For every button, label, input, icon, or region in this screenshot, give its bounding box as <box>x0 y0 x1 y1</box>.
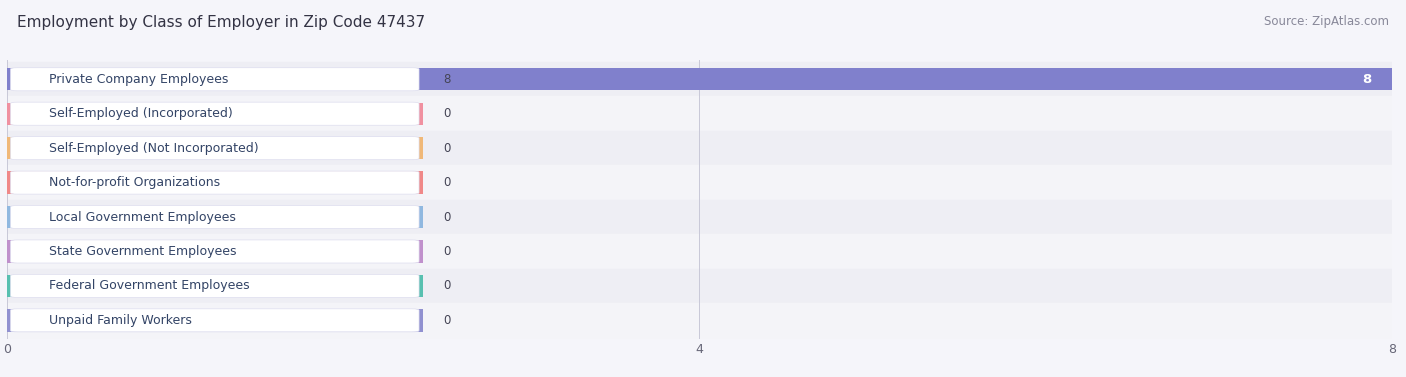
FancyBboxPatch shape <box>10 171 419 194</box>
Text: 0: 0 <box>443 279 451 293</box>
Text: State Government Employees: State Government Employees <box>49 245 236 258</box>
Text: Private Company Employees: Private Company Employees <box>49 73 228 86</box>
Text: 0: 0 <box>443 210 451 224</box>
FancyBboxPatch shape <box>10 136 419 160</box>
Bar <box>7 269 1392 303</box>
Bar <box>7 206 422 228</box>
Text: Self-Employed (Incorporated): Self-Employed (Incorporated) <box>49 107 232 120</box>
FancyBboxPatch shape <box>10 102 419 125</box>
Bar <box>7 240 422 263</box>
FancyBboxPatch shape <box>10 274 419 297</box>
Bar <box>7 97 1392 131</box>
Text: Employment by Class of Employer in Zip Code 47437: Employment by Class of Employer in Zip C… <box>17 15 425 30</box>
Bar <box>7 275 422 297</box>
FancyBboxPatch shape <box>10 68 419 91</box>
Bar <box>7 172 422 194</box>
FancyBboxPatch shape <box>10 309 419 332</box>
Bar <box>7 62 1392 97</box>
Bar <box>7 234 1392 269</box>
Text: 8: 8 <box>1362 73 1371 86</box>
Text: Local Government Employees: Local Government Employees <box>49 210 235 224</box>
Text: Federal Government Employees: Federal Government Employees <box>49 279 249 293</box>
Bar <box>7 172 422 194</box>
Bar <box>7 137 422 159</box>
Text: Not-for-profit Organizations: Not-for-profit Organizations <box>49 176 219 189</box>
Bar <box>7 68 1392 90</box>
Bar <box>7 206 422 228</box>
Text: 0: 0 <box>443 314 451 327</box>
Text: 8: 8 <box>443 73 451 86</box>
Text: Unpaid Family Workers: Unpaid Family Workers <box>49 314 191 327</box>
Text: 0: 0 <box>443 107 451 120</box>
Bar <box>7 103 422 125</box>
Text: 0: 0 <box>443 176 451 189</box>
FancyBboxPatch shape <box>10 205 419 228</box>
Bar <box>7 137 422 159</box>
Text: Source: ZipAtlas.com: Source: ZipAtlas.com <box>1264 15 1389 28</box>
Bar <box>7 309 422 331</box>
Text: 0: 0 <box>443 142 451 155</box>
Bar <box>7 240 422 263</box>
Bar <box>7 200 1392 234</box>
FancyBboxPatch shape <box>10 240 419 263</box>
Bar <box>7 303 1392 337</box>
Bar <box>7 275 422 297</box>
Text: Self-Employed (Not Incorporated): Self-Employed (Not Incorporated) <box>49 142 259 155</box>
Bar <box>7 103 422 125</box>
Bar <box>7 131 1392 166</box>
Bar <box>7 309 422 331</box>
Bar <box>7 166 1392 200</box>
Text: 0: 0 <box>443 245 451 258</box>
